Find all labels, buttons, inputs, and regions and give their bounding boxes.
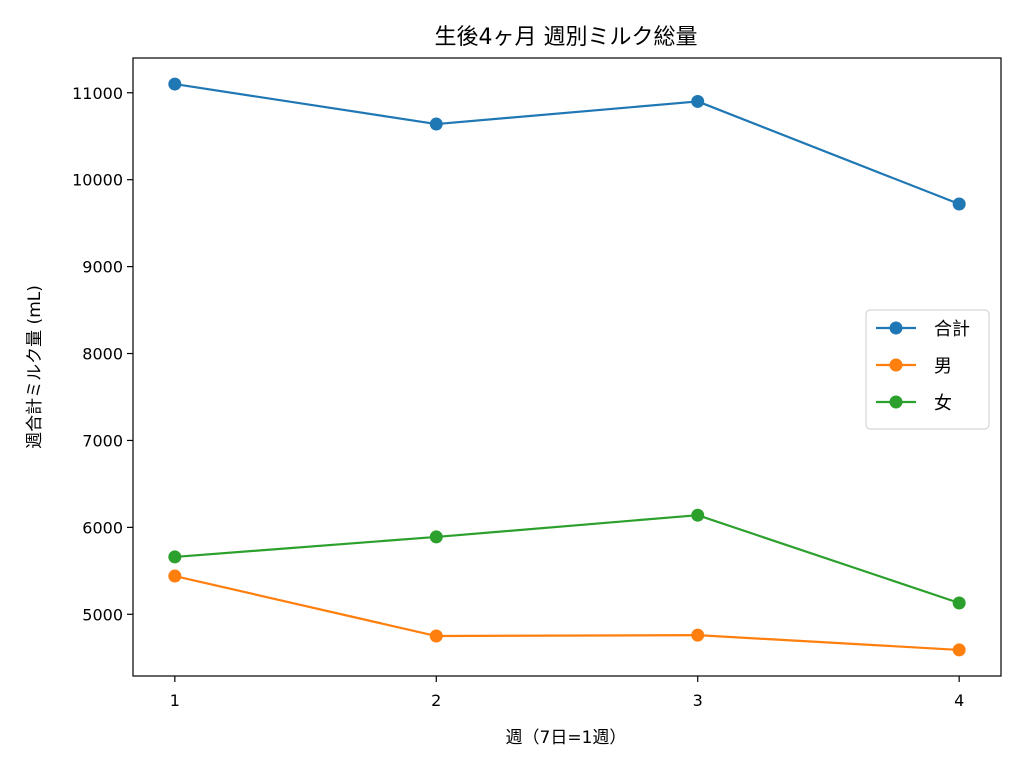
x-tick-label: 3 [693, 691, 703, 710]
y-tick-label: 6000 [82, 518, 123, 537]
x-tick-label: 1 [170, 691, 180, 710]
legend-marker [889, 321, 903, 335]
y-tick-label: 9000 [82, 258, 123, 277]
data-point [691, 94, 705, 108]
series [168, 77, 966, 211]
legend-marker [889, 358, 903, 372]
y-tick-label: 8000 [82, 345, 123, 364]
y-axis: 5000 6000 7000 8000 9000 10000 11000 [72, 84, 133, 624]
series-layer [168, 77, 966, 657]
data-point [952, 197, 966, 211]
series-line [174, 82, 960, 206]
x-axis-label: 週（7日=1週） [506, 728, 627, 748]
data-point [429, 629, 443, 643]
y-tick-label: 5000 [82, 605, 123, 624]
legend-label: 合計 [934, 319, 970, 340]
x-axis: 1 2 3 4 [170, 676, 964, 710]
legend-marker [889, 395, 903, 409]
data-point [429, 530, 443, 544]
x-tick-label: 4 [954, 691, 964, 710]
y-tick-label: 11000 [72, 84, 123, 103]
data-point [429, 117, 443, 131]
y-axis-label: 週合計ミルク量 (mL) [25, 285, 45, 449]
data-point [168, 77, 182, 91]
plot-area [132, 57, 1002, 677]
chart-title: 生後4ヶ月 週別ミルク総量 [435, 25, 698, 50]
data-point [691, 628, 705, 642]
x-tick-label: 2 [431, 691, 441, 710]
series-line [174, 514, 960, 605]
data-point [952, 643, 966, 657]
legend-label: 女 [934, 393, 952, 414]
series [168, 569, 966, 657]
data-point [691, 508, 705, 522]
data-point [168, 569, 182, 583]
series-line [174, 574, 960, 652]
legend-label: 男 [934, 356, 952, 377]
series [168, 508, 966, 610]
data-point [952, 596, 966, 610]
y-tick-label: 7000 [82, 431, 123, 450]
data-point [168, 550, 182, 564]
y-tick-label: 10000 [72, 171, 123, 190]
